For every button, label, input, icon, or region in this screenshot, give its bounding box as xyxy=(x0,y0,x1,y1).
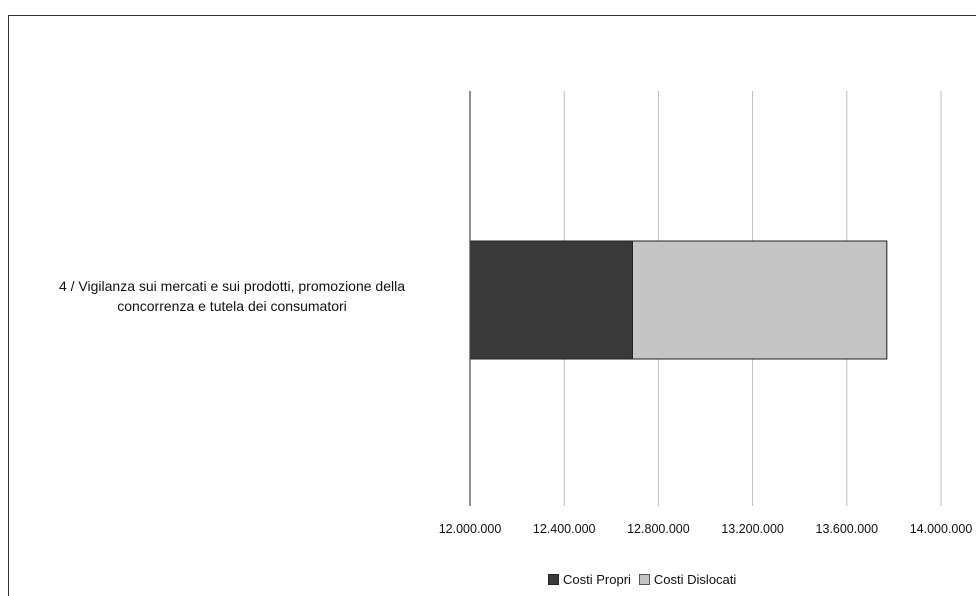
legend-swatch-costi-propri xyxy=(548,573,559,585)
legend-item-costi-dislocati: Costi Dislocati xyxy=(638,571,737,587)
category-label-line-1: 4 / Vigilanza sui mercati e sui prodotti… xyxy=(58,278,406,294)
x-tick-label: 12.000.000 xyxy=(439,522,502,536)
category-label: 4 / Vigilanza sui mercati e sui prodotti… xyxy=(12,276,452,316)
x-tick-label: 14.000.000 xyxy=(910,522,973,536)
legend-label-costi-dislocati: Costi Dislocati xyxy=(653,571,737,587)
category-label-line-2: concorrenza e tutela dei consumatori xyxy=(117,298,347,314)
legend-item-costi-propri: Costi Propri xyxy=(548,572,631,587)
legend: Costi Propri Costi Dislocati xyxy=(548,570,744,588)
x-tick-label: 12.800.000 xyxy=(627,522,690,536)
x-tick-label: 12.400.000 xyxy=(533,522,596,536)
chart-frame xyxy=(8,15,976,596)
legend-swatch-costi-dislocati xyxy=(638,573,650,585)
legend-label-costi-propri: Costi Propri xyxy=(563,571,631,587)
x-axis-ticks: 12.000.000 12.400.000 12.800.000 13.200.000… xyxy=(439,522,973,536)
bar-costi-propri xyxy=(469,240,633,360)
x-tick-label: 13.200.000 xyxy=(721,522,784,536)
bar-costi-dislocati xyxy=(631,240,888,360)
bars xyxy=(469,240,888,360)
x-tick-label: 13.600.000 xyxy=(816,522,879,536)
